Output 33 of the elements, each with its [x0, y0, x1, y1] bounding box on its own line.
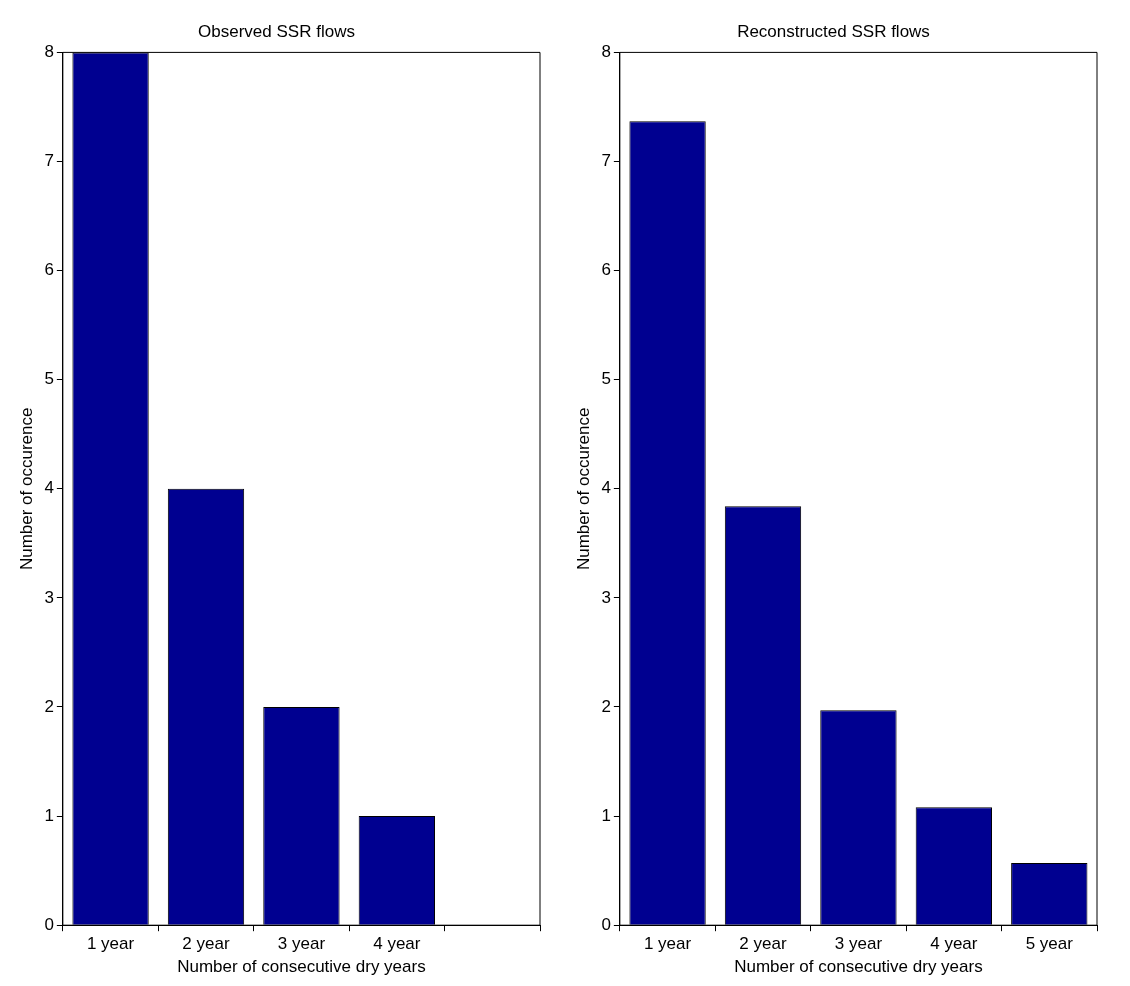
x-tick-label: 4 year	[930, 934, 978, 954]
y-tick-label: 8	[44, 42, 54, 62]
y-tick-label: 8	[601, 42, 611, 62]
y-tick-label: 1	[601, 805, 611, 825]
x-axis-title: Number of consecutive dry years	[734, 957, 983, 977]
x-axis-title: Number of consecutive dry years	[177, 957, 426, 977]
chart-title: Reconstructed SSR flows	[737, 21, 930, 41]
y-tick-label: 1	[44, 805, 54, 825]
x-tick-label: 1 year	[86, 934, 135, 954]
y-tick-label: 4	[601, 478, 611, 498]
x-tick-label: 2 year	[182, 934, 230, 954]
y-tick-label: 7	[601, 151, 611, 171]
x-tick-label: 3 year	[834, 934, 883, 954]
y-tick-label: 3	[44, 587, 54, 607]
y-tick-label: 5	[44, 369, 54, 389]
y-axis-title: Number of occurence	[573, 407, 593, 571]
y-tick-label: 2	[44, 696, 54, 716]
x-tick-label: 3 year	[277, 934, 326, 954]
y-tick-label: 4	[44, 478, 54, 498]
x-tick-label: 5 year	[1025, 934, 1074, 954]
y-tick-label: 6	[601, 260, 611, 280]
y-tick-label: 5	[601, 369, 611, 389]
y-tick-label: 3	[601, 587, 611, 607]
y-tick-label: 0	[44, 914, 54, 934]
y-tick-label: 0	[601, 914, 611, 934]
x-tick-label: 4 year	[373, 934, 421, 954]
y-tick-label: 6	[44, 260, 54, 280]
x-tick-label: 1 year	[643, 934, 692, 954]
chart-title: Observed SSR flows	[198, 21, 355, 41]
y-axis-title: Number of occurence	[16, 407, 36, 571]
x-tick-label: 2 year	[739, 934, 787, 954]
y-tick-label: 7	[44, 151, 54, 171]
y-tick-label: 2	[601, 696, 611, 716]
